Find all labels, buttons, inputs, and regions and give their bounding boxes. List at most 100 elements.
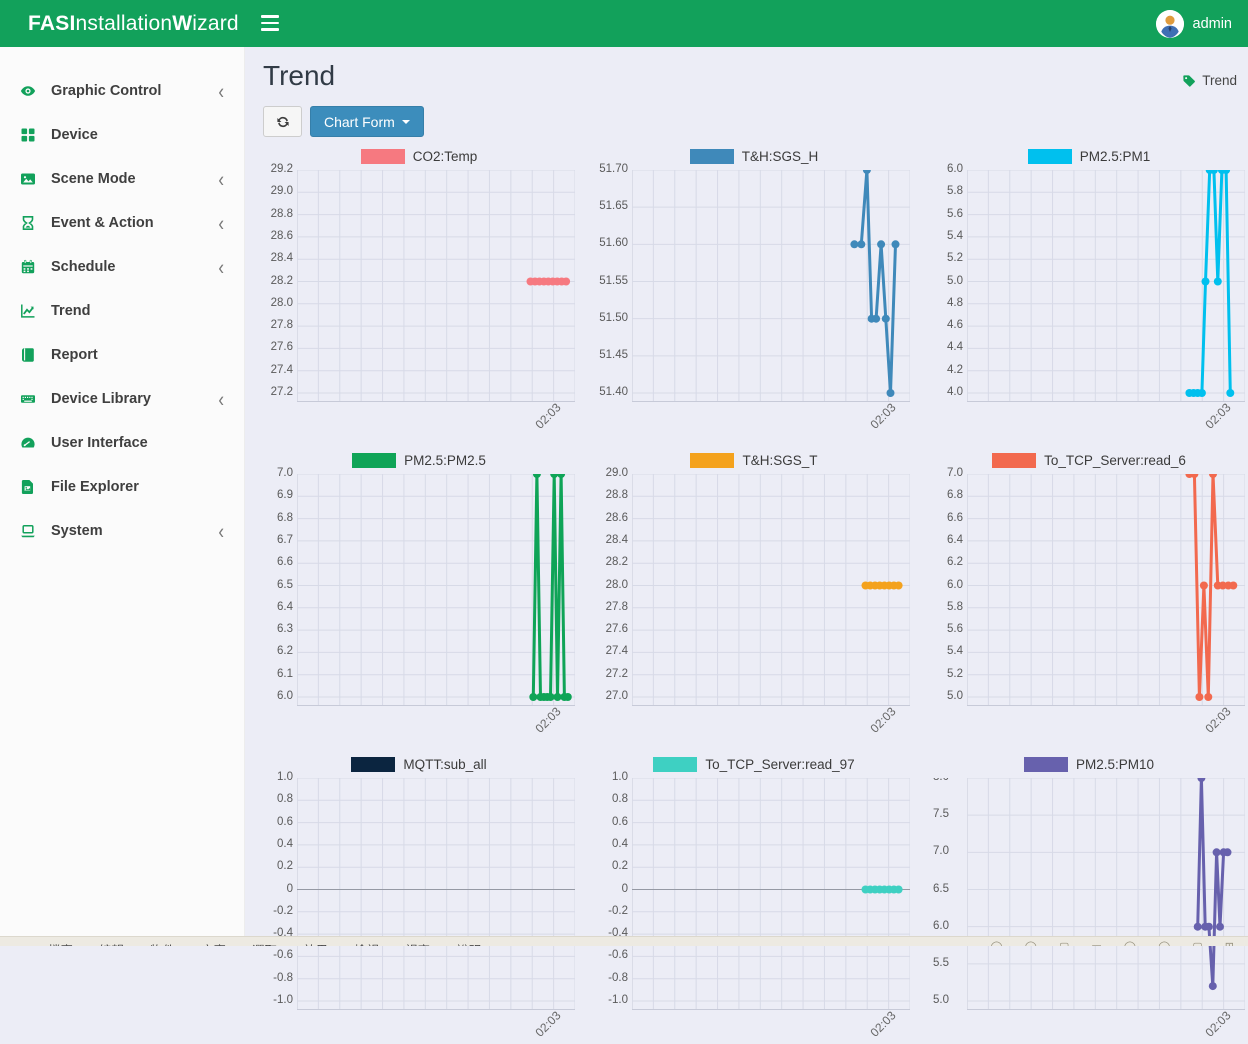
user-menu[interactable]: admin [1156, 0, 1233, 47]
y-axis-tick-label: 4.6 [947, 319, 963, 331]
sidebar-item-system[interactable]: System‹ [0, 509, 244, 553]
y-axis-tick-label: 6.2 [947, 556, 963, 568]
background-menu-item[interactable]: 編輯 [99, 940, 124, 946]
sidebar-item-user-interface[interactable]: User Interface [0, 421, 244, 465]
sidebar-item-trend[interactable]: Trend [0, 289, 244, 333]
background-menubar: 檔案 編輯 物件 方案 選取 效果 檢視 視窗 說明 ◯ ◯ ▢ ▭ ◯ ◯ ▢ ⊞ [0, 936, 1248, 946]
y-axis-tick-label: 6.0 [947, 163, 963, 175]
sidebar-item-label: Report [51, 347, 224, 363]
sidebar-item-file-explorer[interactable]: File Explorer [0, 465, 244, 509]
background-menu-item[interactable]: 檔案 [48, 940, 73, 946]
background-menubar-icon[interactable]: ◯ [1124, 940, 1136, 946]
background-menubar-icon[interactable]: ▢ [1059, 940, 1069, 946]
background-menubar-icons: ◯ ◯ ▢ ▭ ◯ ◯ ▢ ⊞ [990, 940, 1234, 946]
y-axis-tick-label: 28.2 [271, 275, 293, 287]
y-axis-tick-label: 1.0 [277, 771, 293, 783]
sidebar-item-report[interactable]: Report [0, 333, 244, 377]
username-label: admin [1193, 16, 1233, 32]
y-axis-tick-label: 27.2 [606, 668, 628, 680]
y-axis-tick-label: 28.6 [271, 230, 293, 242]
sidebar-item-scene-mode[interactable]: Scene Mode‹ [0, 157, 244, 201]
background-menubar-icon[interactable]: ▢ [1192, 940, 1202, 946]
y-axis-tick-label: 28.8 [271, 208, 293, 220]
sidebar-item-graphic-control[interactable]: Graphic Control‹ [0, 69, 244, 113]
chart-canvas [297, 170, 575, 402]
legend-swatch [351, 757, 395, 772]
y-axis-tick-label: 27.0 [606, 690, 628, 702]
y-axis-tick-label: 28.4 [606, 534, 628, 546]
chart-canvas [297, 778, 575, 1010]
y-axis-tick-label: 27.4 [271, 364, 293, 376]
y-axis-tick-label: 27.6 [606, 623, 628, 635]
background-menu-item[interactable]: 物件 [150, 940, 175, 946]
chart-legend: PM2.5:PM2.5 [263, 452, 575, 468]
background-menu-item[interactable]: 選取 [252, 940, 277, 946]
y-axis-tick-label: 6.1 [277, 668, 293, 680]
sidebar-item-schedule[interactable]: Schedule‹ [0, 245, 244, 289]
y-axis-tick-label: 28.6 [606, 512, 628, 524]
background-menu-item[interactable]: 說明 [456, 940, 481, 946]
x-axis-tick-label: 02:03 [867, 704, 898, 735]
sidebar-item-device-library[interactable]: Device Library‹ [0, 377, 244, 421]
y-axis-tick-label: 51.60 [599, 237, 628, 249]
background-menu-item[interactable]: 方案 [201, 940, 226, 946]
y-axis-tick-label: 6.0 [947, 579, 963, 591]
y-axis-tick-label: 6.8 [947, 489, 963, 501]
background-menu-item[interactable]: 檢視 [354, 940, 379, 946]
y-axis-tick-label: 7.0 [933, 845, 949, 857]
y-axis-tick-label: 51.65 [599, 200, 628, 212]
background-menubar-icon[interactable]: ◯ [1025, 940, 1037, 946]
refresh-button[interactable] [263, 106, 302, 137]
legend-label: PM2.5:PM2.5 [404, 453, 486, 468]
y-axis-tick-label: 5.0 [947, 275, 963, 287]
background-menubar-icon[interactable]: ⊞ [1225, 940, 1234, 946]
y-axis-tick-label: -0.6 [608, 949, 628, 961]
sidebar-item-label: File Explorer [51, 479, 224, 495]
y-axis-tick-label: 27.8 [606, 601, 628, 613]
y-axis-tick-label: 6.4 [277, 601, 293, 613]
chart-legend: To_TCP_Server:read_6 [933, 452, 1245, 468]
y-axis-tick-label: 27.4 [606, 645, 628, 657]
y-axis-tick-label: 6.3 [277, 623, 293, 635]
chart-canvas [967, 778, 1245, 1010]
y-axis-tick-label: 29.0 [271, 185, 293, 197]
y-axis-tick-label: 28.2 [606, 556, 628, 568]
sidebar-item-label: Schedule [51, 259, 218, 275]
y-axis-labels: 8.07.57.06.56.05.55.0 [933, 778, 967, 1010]
y-axis-tick-label: 6.2 [277, 645, 293, 657]
y-axis-tick-label: -1.0 [608, 994, 628, 1006]
legend-label: To_TCP_Server:read_6 [1044, 453, 1186, 468]
sidebar-item-label: System [51, 523, 218, 539]
sidebar-toggle-icon[interactable] [261, 15, 279, 31]
sidebar-item-event-action[interactable]: Event & Action‹ [0, 201, 244, 245]
background-menu-item[interactable]: 視窗 [405, 940, 430, 946]
y-axis-tick-label: 51.55 [599, 275, 628, 287]
sidebar-item-device[interactable]: Device [0, 113, 244, 157]
y-axis-tick-label: 51.45 [599, 349, 628, 361]
legend-swatch [1028, 149, 1072, 164]
y-axis-tick-label: 5.6 [947, 208, 963, 220]
y-axis-tick-label: 5.2 [947, 668, 963, 680]
y-axis-tick-label: 28.0 [271, 297, 293, 309]
background-menu-item[interactable]: 效果 [303, 940, 328, 946]
sidebar-item-label: Trend [51, 303, 224, 319]
y-axis-tick-label: 7.5 [933, 808, 949, 820]
breadcrumb[interactable]: Trend [1182, 73, 1237, 88]
y-axis-tick-label: -0.8 [608, 972, 628, 984]
chart-legend: PM2.5:PM10 [933, 756, 1245, 772]
background-menubar-icon[interactable]: ◯ [990, 940, 1002, 946]
legend-label: MQTT:sub_all [403, 757, 486, 772]
chart-form-button[interactable]: Chart Form [310, 106, 424, 137]
legend-label: To_TCP_Server:read_97 [705, 757, 854, 772]
background-menubar-icon[interactable]: ▭ [1091, 940, 1101, 946]
y-axis-tick-label: 5.2 [947, 252, 963, 264]
trend-chart-card: PM2.5:PM108.07.57.06.56.05.55.002:03 [933, 756, 1245, 1044]
background-menubar-icon[interactable]: ◯ [1158, 940, 1170, 946]
y-axis-tick-label: 0.2 [612, 860, 628, 872]
